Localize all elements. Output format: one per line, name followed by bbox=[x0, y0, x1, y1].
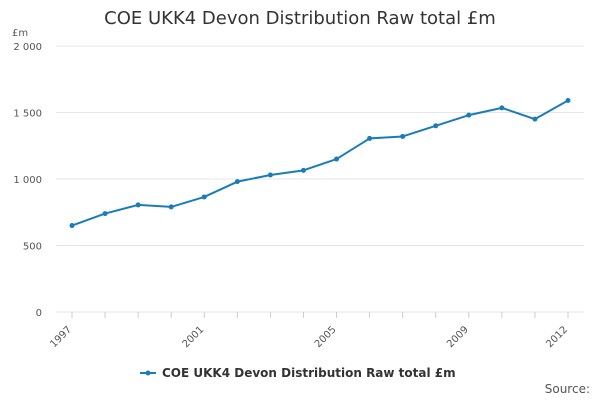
gridlines bbox=[56, 45, 584, 313]
data-point bbox=[135, 202, 141, 208]
y-axis: £m 0 500 1 000 1 500 2 000 bbox=[12, 28, 42, 319]
x-tick-label: 2001 bbox=[181, 324, 207, 350]
data-point bbox=[102, 211, 108, 217]
legend-label: COE UKK4 Devon Distribution Raw total £m bbox=[162, 366, 456, 380]
x-tick-label: 2012 bbox=[544, 324, 570, 350]
data-point bbox=[433, 123, 439, 129]
data-point bbox=[499, 105, 505, 111]
y-tick-label: 1 500 bbox=[13, 109, 42, 120]
x-tick-label: 1997 bbox=[48, 324, 74, 350]
data-point bbox=[234, 179, 240, 185]
series-layer bbox=[69, 98, 571, 229]
data-point bbox=[334, 156, 340, 162]
y-tick-label: 2 000 bbox=[13, 42, 42, 53]
y-axis-unit-label: £m bbox=[12, 28, 28, 39]
y-tick-label: 0 bbox=[36, 308, 42, 319]
legend[interactable]: COE UKK4 Devon Distribution Raw total £m bbox=[140, 366, 456, 380]
data-point bbox=[532, 116, 538, 122]
legend-point-marker bbox=[145, 370, 151, 376]
data-point bbox=[367, 135, 373, 141]
data-point bbox=[201, 194, 207, 200]
data-point bbox=[267, 172, 273, 178]
series-line bbox=[71, 99, 569, 227]
x-axis: 1997 2001 2005 2009 2012 bbox=[48, 312, 570, 350]
data-point bbox=[168, 204, 174, 210]
chart-title: COE UKK4 Devon Distribution Raw total £m bbox=[104, 8, 496, 29]
y-tick-label: 1 000 bbox=[13, 175, 42, 186]
data-point bbox=[466, 112, 472, 118]
data-point bbox=[69, 223, 75, 229]
source-label: Source: bbox=[544, 382, 590, 396]
x-tick-label: 2009 bbox=[445, 324, 471, 350]
data-point bbox=[300, 167, 306, 173]
data-point bbox=[565, 98, 571, 104]
data-point bbox=[400, 133, 406, 139]
x-tick-label: 2005 bbox=[313, 324, 339, 350]
y-tick-label: 500 bbox=[23, 242, 42, 253]
